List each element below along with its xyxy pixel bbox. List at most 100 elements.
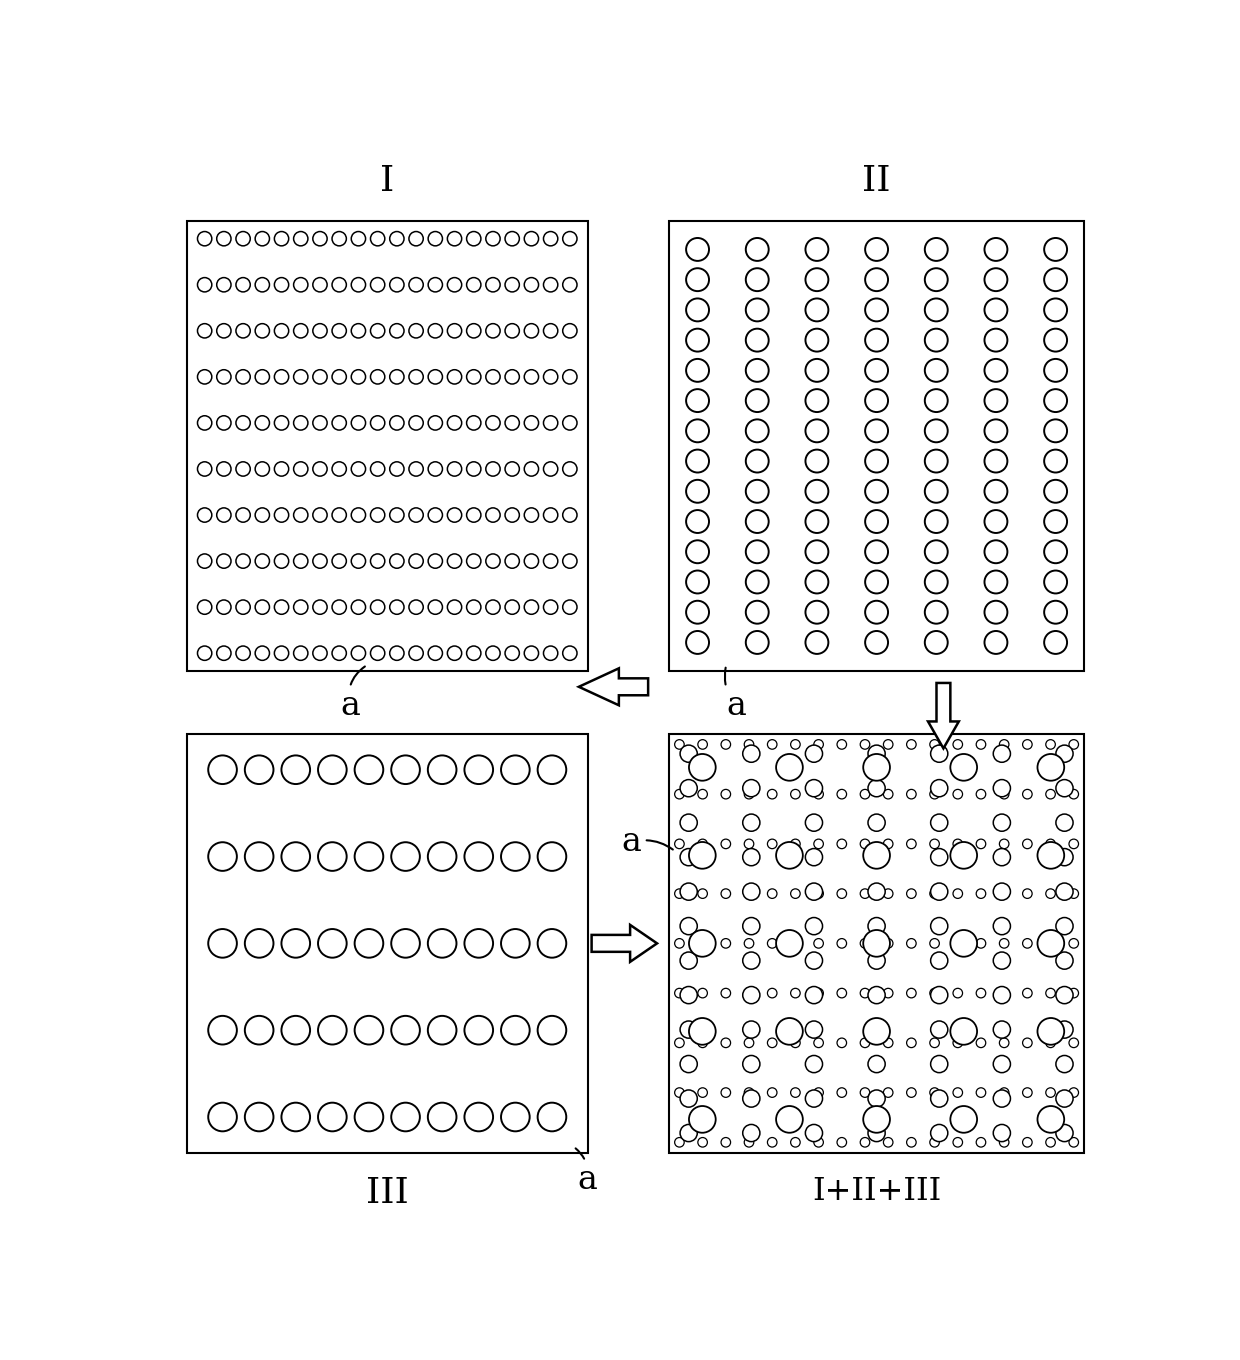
Circle shape bbox=[861, 740, 869, 749]
Circle shape bbox=[813, 1088, 823, 1098]
Circle shape bbox=[680, 952, 697, 970]
Circle shape bbox=[931, 1021, 947, 1038]
Circle shape bbox=[466, 600, 481, 615]
Circle shape bbox=[428, 324, 443, 339]
Circle shape bbox=[543, 324, 558, 339]
Circle shape bbox=[806, 298, 828, 321]
Circle shape bbox=[931, 815, 947, 831]
Circle shape bbox=[1056, 1125, 1073, 1141]
Circle shape bbox=[950, 842, 977, 869]
Circle shape bbox=[217, 646, 231, 661]
Circle shape bbox=[255, 231, 269, 246]
Circle shape bbox=[861, 1038, 869, 1047]
Circle shape bbox=[680, 1089, 697, 1107]
Circle shape bbox=[543, 231, 558, 246]
Circle shape bbox=[1069, 1088, 1079, 1098]
Circle shape bbox=[976, 740, 986, 749]
Circle shape bbox=[837, 1137, 847, 1146]
Circle shape bbox=[768, 740, 777, 749]
Circle shape bbox=[217, 231, 231, 246]
Circle shape bbox=[501, 755, 529, 785]
Circle shape bbox=[1056, 1089, 1073, 1107]
Circle shape bbox=[465, 842, 494, 870]
Circle shape bbox=[525, 324, 538, 339]
Circle shape bbox=[465, 1103, 494, 1132]
Circle shape bbox=[744, 889, 754, 899]
Circle shape bbox=[428, 842, 456, 870]
Circle shape bbox=[931, 849, 947, 866]
Circle shape bbox=[563, 231, 577, 246]
Circle shape bbox=[505, 600, 520, 615]
Circle shape bbox=[680, 1055, 697, 1073]
Circle shape bbox=[976, 1088, 986, 1098]
Circle shape bbox=[993, 815, 1011, 831]
Circle shape bbox=[866, 510, 888, 533]
Circle shape bbox=[931, 918, 947, 934]
Circle shape bbox=[389, 416, 404, 430]
Circle shape bbox=[791, 789, 800, 798]
Circle shape bbox=[985, 601, 1007, 624]
Circle shape bbox=[868, 918, 885, 934]
Circle shape bbox=[1045, 740, 1055, 749]
Circle shape bbox=[744, 1088, 754, 1098]
Circle shape bbox=[255, 554, 269, 568]
Circle shape bbox=[197, 554, 212, 568]
Circle shape bbox=[805, 815, 822, 831]
Circle shape bbox=[680, 815, 697, 831]
Circle shape bbox=[332, 231, 346, 246]
Circle shape bbox=[680, 986, 697, 1004]
Circle shape bbox=[805, 918, 822, 934]
Circle shape bbox=[744, 938, 754, 948]
Circle shape bbox=[868, 815, 885, 831]
Circle shape bbox=[525, 370, 538, 384]
Circle shape bbox=[389, 370, 404, 384]
Circle shape bbox=[698, 1038, 707, 1047]
Circle shape bbox=[317, 1103, 347, 1132]
Circle shape bbox=[883, 839, 893, 849]
Circle shape bbox=[686, 480, 709, 503]
Circle shape bbox=[448, 370, 461, 384]
Circle shape bbox=[680, 1125, 697, 1141]
Circle shape bbox=[686, 359, 709, 382]
Circle shape bbox=[332, 277, 346, 292]
Circle shape bbox=[868, 745, 885, 763]
Circle shape bbox=[409, 600, 423, 615]
Circle shape bbox=[906, 1038, 916, 1047]
Circle shape bbox=[954, 989, 962, 998]
Circle shape bbox=[686, 389, 709, 412]
Circle shape bbox=[805, 849, 822, 866]
Circle shape bbox=[1044, 359, 1068, 382]
Circle shape bbox=[281, 1016, 310, 1044]
Circle shape bbox=[244, 1016, 274, 1044]
Circle shape bbox=[1069, 889, 1079, 899]
Text: a: a bbox=[621, 827, 673, 858]
Circle shape bbox=[743, 745, 760, 763]
Circle shape bbox=[409, 324, 423, 339]
Circle shape bbox=[744, 839, 754, 849]
Circle shape bbox=[332, 416, 346, 430]
Circle shape bbox=[486, 507, 500, 522]
Circle shape bbox=[744, 740, 754, 749]
Circle shape bbox=[806, 329, 828, 352]
Circle shape bbox=[1044, 329, 1068, 352]
Circle shape bbox=[197, 600, 212, 615]
Circle shape bbox=[698, 789, 707, 798]
Circle shape bbox=[1023, 1137, 1032, 1146]
Circle shape bbox=[745, 389, 769, 412]
Circle shape bbox=[428, 646, 443, 661]
Circle shape bbox=[1044, 268, 1068, 291]
Circle shape bbox=[813, 839, 823, 849]
Circle shape bbox=[1044, 510, 1068, 533]
Circle shape bbox=[925, 238, 947, 261]
Circle shape bbox=[255, 507, 269, 522]
Circle shape bbox=[351, 646, 366, 661]
Circle shape bbox=[274, 554, 289, 568]
Circle shape bbox=[931, 1125, 947, 1141]
Circle shape bbox=[1056, 986, 1073, 1004]
Circle shape bbox=[466, 554, 481, 568]
Circle shape bbox=[351, 507, 366, 522]
Circle shape bbox=[428, 600, 443, 615]
Circle shape bbox=[351, 554, 366, 568]
Circle shape bbox=[538, 1016, 567, 1044]
Circle shape bbox=[428, 277, 443, 292]
